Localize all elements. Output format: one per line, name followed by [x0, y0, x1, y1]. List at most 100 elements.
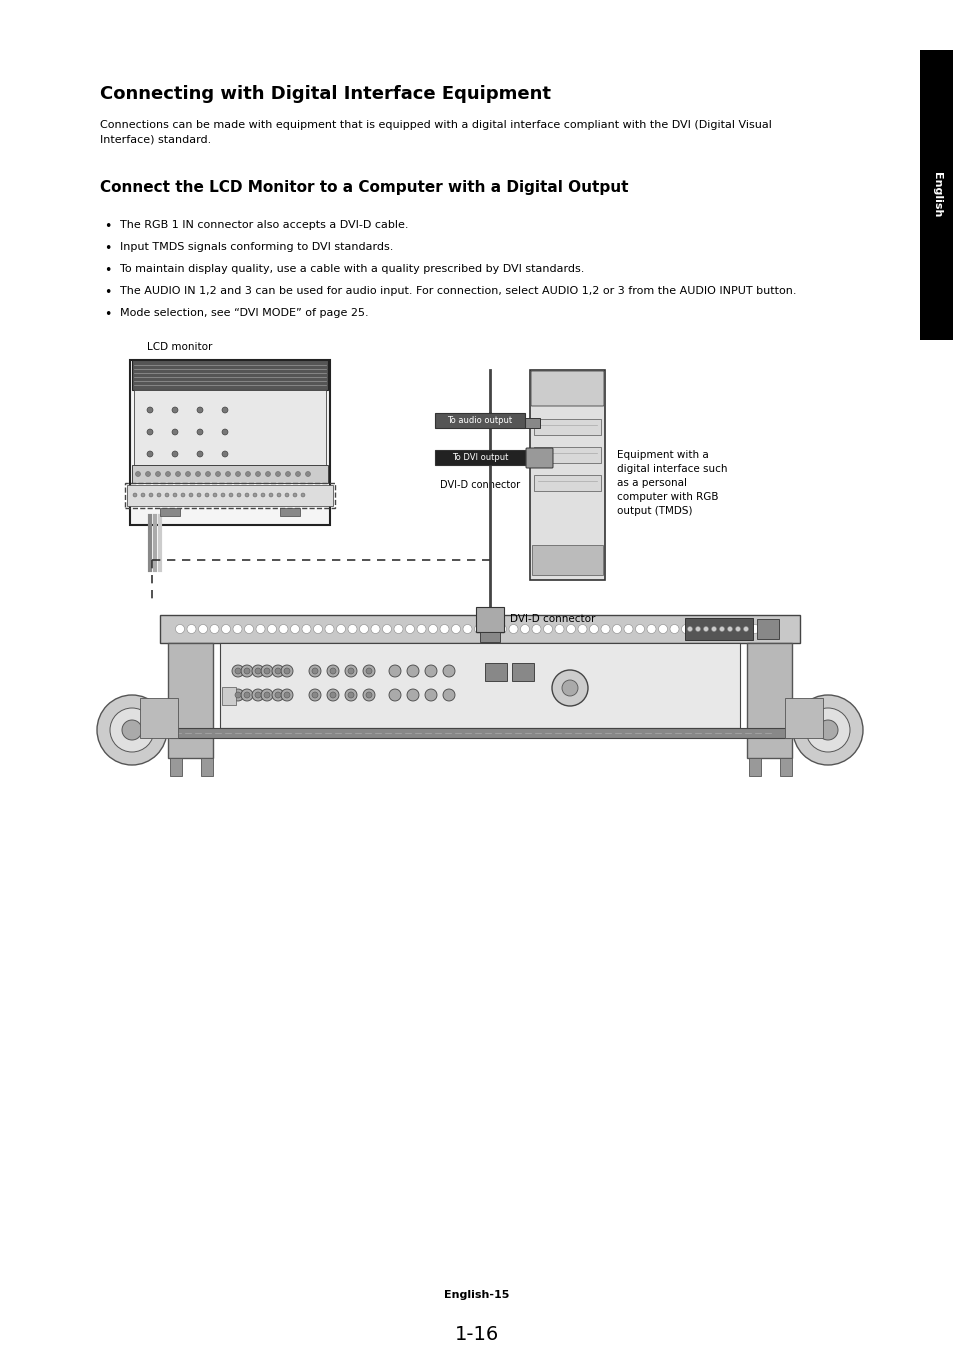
- Circle shape: [497, 624, 506, 634]
- Circle shape: [407, 689, 418, 701]
- Circle shape: [255, 471, 260, 477]
- Bar: [519, 417, 539, 427]
- Circle shape: [578, 624, 586, 634]
- Circle shape: [175, 471, 180, 477]
- Circle shape: [348, 692, 354, 698]
- Circle shape: [695, 627, 700, 631]
- Circle shape: [234, 692, 241, 698]
- Circle shape: [222, 407, 228, 413]
- Circle shape: [175, 624, 184, 634]
- Circle shape: [817, 720, 837, 740]
- Circle shape: [366, 692, 372, 698]
- Circle shape: [680, 624, 690, 634]
- Bar: [757, 619, 779, 639]
- Circle shape: [532, 624, 540, 634]
- Bar: [222, 688, 235, 705]
- Circle shape: [309, 689, 320, 701]
- Text: •: •: [104, 286, 112, 299]
- Circle shape: [267, 624, 276, 634]
- Circle shape: [110, 708, 153, 753]
- Text: To audio output: To audio output: [447, 416, 512, 426]
- Circle shape: [147, 407, 152, 413]
- Circle shape: [424, 689, 436, 701]
- Bar: [132, 359, 328, 390]
- Circle shape: [221, 493, 225, 497]
- Bar: [512, 663, 534, 681]
- Circle shape: [225, 471, 231, 477]
- Circle shape: [312, 692, 317, 698]
- Circle shape: [205, 471, 211, 477]
- Bar: [133, 390, 326, 465]
- Circle shape: [236, 493, 241, 497]
- Circle shape: [742, 627, 748, 631]
- Circle shape: [416, 624, 426, 634]
- Bar: [534, 476, 600, 490]
- Circle shape: [241, 665, 253, 677]
- Circle shape: [146, 471, 151, 477]
- Bar: [201, 758, 213, 775]
- Bar: [484, 663, 506, 681]
- Circle shape: [122, 720, 142, 740]
- Circle shape: [301, 493, 305, 497]
- Circle shape: [305, 471, 310, 477]
- Bar: [160, 615, 800, 643]
- Bar: [784, 698, 822, 738]
- Circle shape: [195, 471, 200, 477]
- Circle shape: [451, 624, 460, 634]
- Circle shape: [245, 471, 251, 477]
- Circle shape: [739, 624, 747, 634]
- Circle shape: [252, 665, 264, 677]
- Circle shape: [623, 624, 633, 634]
- Text: Mode selection, see “DVI MODE” of page 25.: Mode selection, see “DVI MODE” of page 2…: [120, 308, 368, 317]
- Circle shape: [254, 692, 261, 698]
- Circle shape: [264, 692, 270, 698]
- Circle shape: [285, 471, 291, 477]
- Circle shape: [222, 430, 228, 435]
- Circle shape: [428, 624, 437, 634]
- Circle shape: [269, 493, 273, 497]
- Circle shape: [181, 493, 185, 497]
- Circle shape: [371, 624, 379, 634]
- Text: •: •: [104, 220, 112, 232]
- Circle shape: [157, 493, 161, 497]
- Circle shape: [284, 692, 290, 698]
- Circle shape: [215, 471, 220, 477]
- Circle shape: [244, 692, 250, 698]
- Circle shape: [255, 624, 265, 634]
- Bar: [140, 698, 178, 738]
- Circle shape: [327, 689, 338, 701]
- Circle shape: [189, 493, 193, 497]
- Circle shape: [295, 471, 300, 477]
- Circle shape: [281, 689, 293, 701]
- Bar: [435, 450, 524, 465]
- Circle shape: [711, 627, 716, 631]
- Circle shape: [363, 689, 375, 701]
- Circle shape: [658, 624, 667, 634]
- Circle shape: [284, 667, 290, 674]
- Text: To DVI output: To DVI output: [452, 453, 508, 462]
- Circle shape: [196, 430, 203, 435]
- Circle shape: [561, 680, 578, 696]
- Circle shape: [566, 624, 575, 634]
- Text: DVI-D connector: DVI-D connector: [510, 613, 595, 624]
- Circle shape: [172, 430, 178, 435]
- Circle shape: [727, 624, 736, 634]
- Circle shape: [348, 667, 354, 674]
- Circle shape: [330, 692, 335, 698]
- Circle shape: [235, 471, 240, 477]
- Circle shape: [439, 624, 449, 634]
- Circle shape: [716, 624, 724, 634]
- Circle shape: [293, 493, 296, 497]
- Circle shape: [272, 665, 284, 677]
- Circle shape: [520, 624, 529, 634]
- Circle shape: [382, 624, 391, 634]
- Circle shape: [600, 624, 609, 634]
- Circle shape: [363, 665, 375, 677]
- Bar: [534, 447, 600, 463]
- Bar: [130, 359, 330, 526]
- Circle shape: [185, 471, 191, 477]
- Circle shape: [265, 471, 271, 477]
- Circle shape: [555, 624, 563, 634]
- Text: DVI-D connector: DVI-D connector: [439, 480, 519, 490]
- Circle shape: [669, 624, 679, 634]
